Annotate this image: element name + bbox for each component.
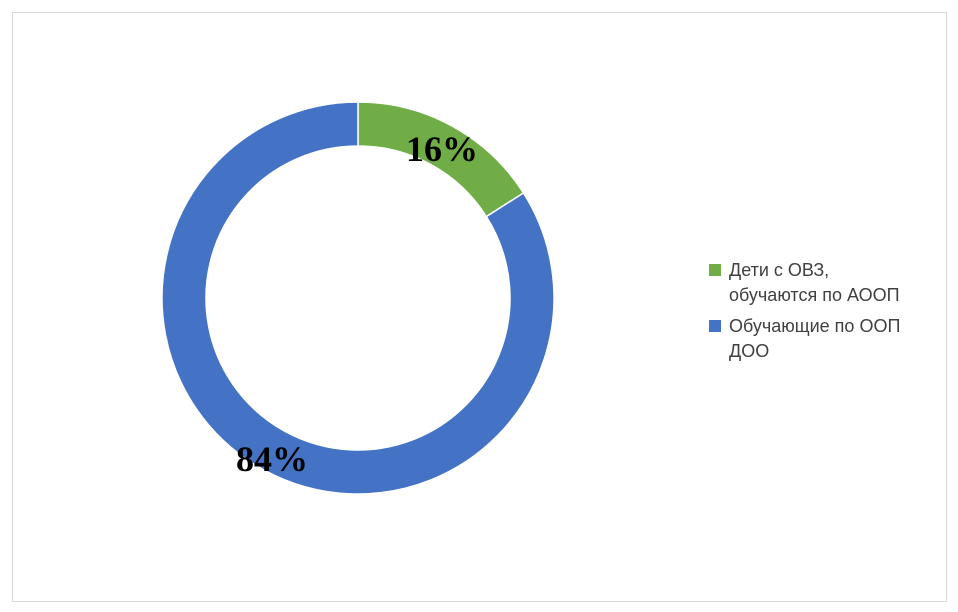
data-label-obuchayushchie: 84% — [236, 439, 308, 479]
legend-label-ovz-line1: Дети с ОВЗ, — [729, 260, 830, 280]
legend-label-oop-line1: Обучающие по ООП — [729, 316, 901, 336]
legend-item-ovz: Дети с ОВЗ, обучаются по АООП — [707, 258, 957, 308]
legend: Дети с ОВЗ, обучаются по АООП Обучающие … — [707, 258, 957, 370]
doughnut-slices — [161, 101, 555, 495]
data-label-detskie-ovz: 16% — [406, 129, 478, 169]
legend-label-ovz-line2: обучаются по АООП — [729, 285, 900, 305]
legend-swatch-green — [709, 264, 721, 276]
legend-swatch-blue — [709, 320, 721, 332]
legend-label-oop-line2: ДОО — [729, 341, 770, 361]
legend-item-oop: Обучающие по ООП ДОО — [707, 314, 957, 364]
slice-1 — [161, 101, 555, 495]
